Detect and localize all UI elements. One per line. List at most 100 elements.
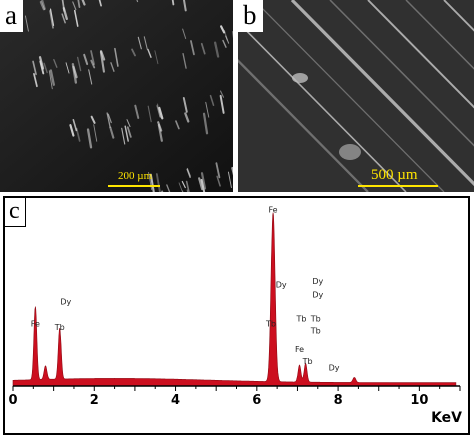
- scale-bar-a: [108, 185, 160, 187]
- spectrum-area: [12, 212, 457, 387]
- sem-streak: [213, 41, 220, 58]
- sem-streak: [215, 162, 221, 179]
- peak-label: Tb: [310, 326, 321, 335]
- sem-ridge: [290, 0, 474, 187]
- sem-streak: [121, 127, 126, 145]
- sem-ridge: [238, 58, 369, 192]
- sem-streak: [231, 166, 233, 176]
- sem-image-a: a 200 µm: [0, 0, 233, 192]
- sem-streak: [61, 13, 66, 24]
- sem-streak: [220, 25, 226, 34]
- sem-streak: [24, 15, 29, 32]
- panel-c-label: c: [5, 198, 26, 227]
- sem-streak: [99, 50, 105, 73]
- sem-streak: [71, 62, 78, 84]
- sem-streak: [93, 124, 98, 142]
- peak-label: Fe: [31, 320, 40, 329]
- peak-label: Fe: [269, 206, 278, 215]
- sem-streak: [114, 47, 119, 67]
- scale-bar-b-label: 500 µm: [371, 167, 418, 183]
- sem-streak: [216, 175, 221, 187]
- panel-b-label: b: [238, 0, 263, 32]
- sem-streak: [147, 48, 152, 58]
- sem-streak: [83, 53, 89, 66]
- sem-streak: [182, 28, 187, 39]
- sem-streak: [158, 106, 164, 120]
- sem-streak: [81, 0, 86, 6]
- peak-label: Dy: [60, 297, 71, 306]
- sem-streak: [175, 120, 180, 130]
- sem-streak: [90, 50, 95, 66]
- sem-streak: [200, 172, 207, 190]
- x-tick-label: 2: [90, 393, 99, 408]
- sem-streak: [137, 36, 142, 50]
- sem-streak: [185, 180, 190, 192]
- sem-streak: [198, 177, 204, 191]
- sem-streak: [219, 90, 225, 98]
- sem-streak: [178, 182, 183, 192]
- sem-streak: [219, 94, 225, 114]
- sem-streak: [69, 124, 75, 137]
- sem-streak: [98, 0, 102, 7]
- panel-a-label: a: [0, 0, 23, 32]
- sem-streak: [41, 0, 46, 10]
- sem-streak: [126, 126, 132, 138]
- x-axis-label: KeV: [431, 410, 462, 426]
- peak-label: Fe: [295, 345, 304, 354]
- sem-streak: [126, 119, 131, 128]
- sem-streak: [166, 184, 171, 192]
- peak-label: Tb: [302, 357, 313, 366]
- sem-streak: [48, 70, 53, 90]
- sem-streak: [154, 50, 159, 65]
- sem-streak: [49, 69, 55, 86]
- sem-streak: [181, 180, 186, 189]
- sem-streak: [184, 112, 190, 123]
- sem-streak: [131, 48, 136, 57]
- sem-streak: [136, 0, 139, 3]
- sem-streak: [90, 59, 96, 69]
- sem-ridge: [329, 0, 474, 147]
- sem-streak: [190, 40, 195, 56]
- sem-streak: [222, 39, 227, 48]
- sem-image-b: b 500 µm: [238, 0, 474, 192]
- peak-label: Dy: [312, 277, 323, 286]
- sem-streak: [182, 97, 188, 113]
- sem-streak: [32, 60, 37, 76]
- x-tick-label: 10: [410, 393, 428, 408]
- sem-streak: [205, 101, 210, 118]
- sem-streak: [43, 62, 48, 74]
- sem-streak: [75, 127, 81, 142]
- sem-streak: [156, 105, 161, 118]
- sem-streak: [76, 56, 82, 72]
- sem-streak: [209, 94, 215, 106]
- sem-streak: [143, 36, 148, 50]
- eds-spectrum-panel: 0 2 4 6 8 10 KeV Fe Dy Fe Tb Dy Dy Dy Tb Tb Tb Tb Fe Tb Dy …: [3, 196, 470, 435]
- x-tick-label: 8: [334, 393, 343, 408]
- scale-bar-b: [358, 185, 438, 187]
- sem-streak: [73, 9, 79, 27]
- sem-streak: [39, 60, 45, 75]
- peak-label: Tb: [54, 323, 65, 332]
- sem-particle: [339, 144, 361, 160]
- peak-label: Dy: [312, 291, 323, 300]
- sem-streak: [90, 115, 96, 124]
- sem-streak: [157, 121, 163, 132]
- sem-ridge: [253, 0, 445, 192]
- sem-streak: [202, 112, 209, 135]
- peak-label: Tb: [296, 314, 307, 323]
- sem-streak: [65, 62, 70, 74]
- sem-streak: [182, 0, 187, 12]
- sem-streak: [227, 171, 232, 189]
- sem-streak: [77, 0, 81, 8]
- sem-streak: [155, 173, 161, 192]
- sem-streak: [200, 42, 206, 55]
- x-tick-label: 6: [252, 393, 261, 408]
- sem-texture-b: [238, 0, 474, 192]
- sem-texture-a: [0, 0, 233, 192]
- sem-streak: [149, 173, 155, 192]
- sem-streak: [134, 104, 140, 119]
- peak-label: Dy: [276, 280, 287, 289]
- sem-streak: [39, 0, 46, 11]
- peak-label: Tb: [310, 314, 321, 323]
